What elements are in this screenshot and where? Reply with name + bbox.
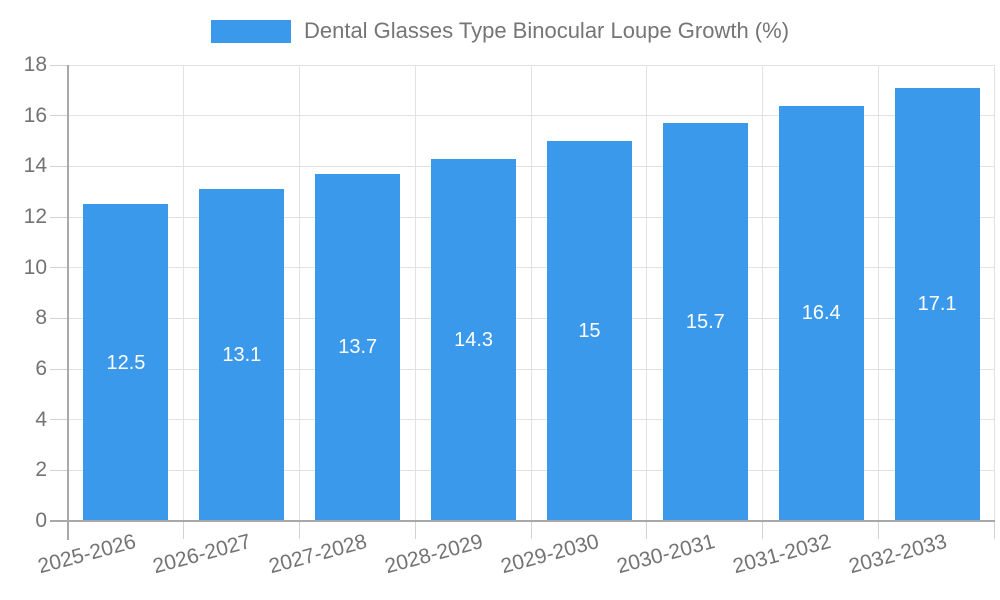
y-tick-mark: [50, 165, 68, 167]
bar: [431, 158, 517, 521]
y-tick-label: 18: [23, 53, 47, 76]
h-gridline: [68, 419, 995, 421]
x-tick-label: 2025-2026: [34, 530, 138, 579]
v-gridline: [878, 65, 879, 521]
y-tick-label: 2: [35, 458, 47, 482]
y-tick-label: 16: [23, 103, 47, 127]
x-tick-mark: [415, 521, 416, 539]
y-axis-line: [67, 65, 69, 540]
bar-value-label: 17.1: [917, 293, 957, 316]
h-gridline: [68, 115, 995, 117]
y-tick-label: 14: [23, 154, 47, 178]
bar-value-label: 14.3: [454, 328, 494, 351]
legend-label: Dental Glasses Type Binocular Loupe Grow…: [303, 18, 790, 43]
h-gridline: [68, 165, 995, 167]
x-tick-mark: [531, 521, 532, 539]
bar: [894, 87, 980, 521]
y-tick-label: 12: [23, 205, 47, 228]
x-tick-label: 2031-2032: [730, 530, 834, 579]
y-tick-label: 0: [35, 509, 47, 532]
y-tick-mark: [50, 419, 68, 421]
x-tick-label: 2028-2029: [382, 530, 486, 579]
v-gridline: [415, 65, 416, 521]
x-tick-label: 2030-2031: [614, 530, 718, 579]
y-tick-label: 8: [35, 306, 47, 330]
bar: [546, 141, 632, 521]
y-tick-mark: [50, 267, 68, 269]
x-tick-mark: [183, 521, 184, 539]
bar: [662, 123, 748, 521]
bar-value-label: 13.1: [222, 344, 262, 367]
h-gridline: [68, 216, 995, 218]
x-tick-label: 2027-2028: [266, 530, 370, 579]
x-tick-label: 2026-2027: [150, 530, 254, 579]
h-gridline: [68, 64, 995, 66]
v-gridline: [762, 65, 763, 521]
y-tick-mark: [50, 64, 68, 66]
bar-value-label: 15.7: [685, 311, 725, 334]
x-tick-label: 2032-2033: [846, 530, 950, 579]
x-tick-mark: [878, 521, 879, 539]
y-tick-mark: [50, 317, 68, 319]
y-tick-mark: [50, 469, 68, 471]
legend-swatch-icon: [210, 19, 291, 43]
x-tick-mark: [646, 521, 647, 539]
bar: [199, 189, 285, 521]
v-gridline: [531, 65, 532, 521]
v-gridline: [299, 65, 300, 521]
y-tick-mark: [50, 520, 68, 522]
x-axis-line: [50, 520, 995, 522]
y-tick-mark: [50, 368, 68, 370]
h-gridline: [68, 469, 995, 471]
h-gridline: [68, 317, 995, 319]
x-tick-mark: [994, 521, 995, 539]
v-gridline: [994, 65, 995, 521]
h-gridline: [68, 368, 995, 370]
y-tick-label: 6: [35, 357, 47, 380]
y-tick-label: 10: [23, 255, 47, 279]
v-gridline: [646, 65, 647, 521]
bar: [315, 173, 401, 521]
bar-value-label: 16.4: [801, 302, 841, 325]
bar-value-label: 12.5: [106, 351, 146, 374]
y-tick-mark: [50, 216, 68, 218]
y-tick-label: 4: [35, 407, 47, 431]
plot-area: 12.5 13.1 13.7 14.3 15 15.7 16.4 17.1 0 2 4 6 8 10 12…: [24, 53, 995, 578]
bar: [83, 204, 169, 521]
bar: [778, 105, 864, 521]
x-tick-mark: [762, 521, 763, 539]
legend-item[interactable]: Dental Glasses Type Binocular Loupe Grow…: [0, 18, 1000, 44]
y-tick-mark: [50, 115, 68, 117]
bar-value-label: 13.7: [338, 336, 378, 359]
x-tick-label: 2029-2030: [498, 530, 602, 579]
h-gridline: [68, 267, 995, 269]
x-tick-mark: [299, 521, 300, 539]
v-gridline: [183, 65, 184, 521]
bar-value-label: 15: [578, 320, 601, 342]
